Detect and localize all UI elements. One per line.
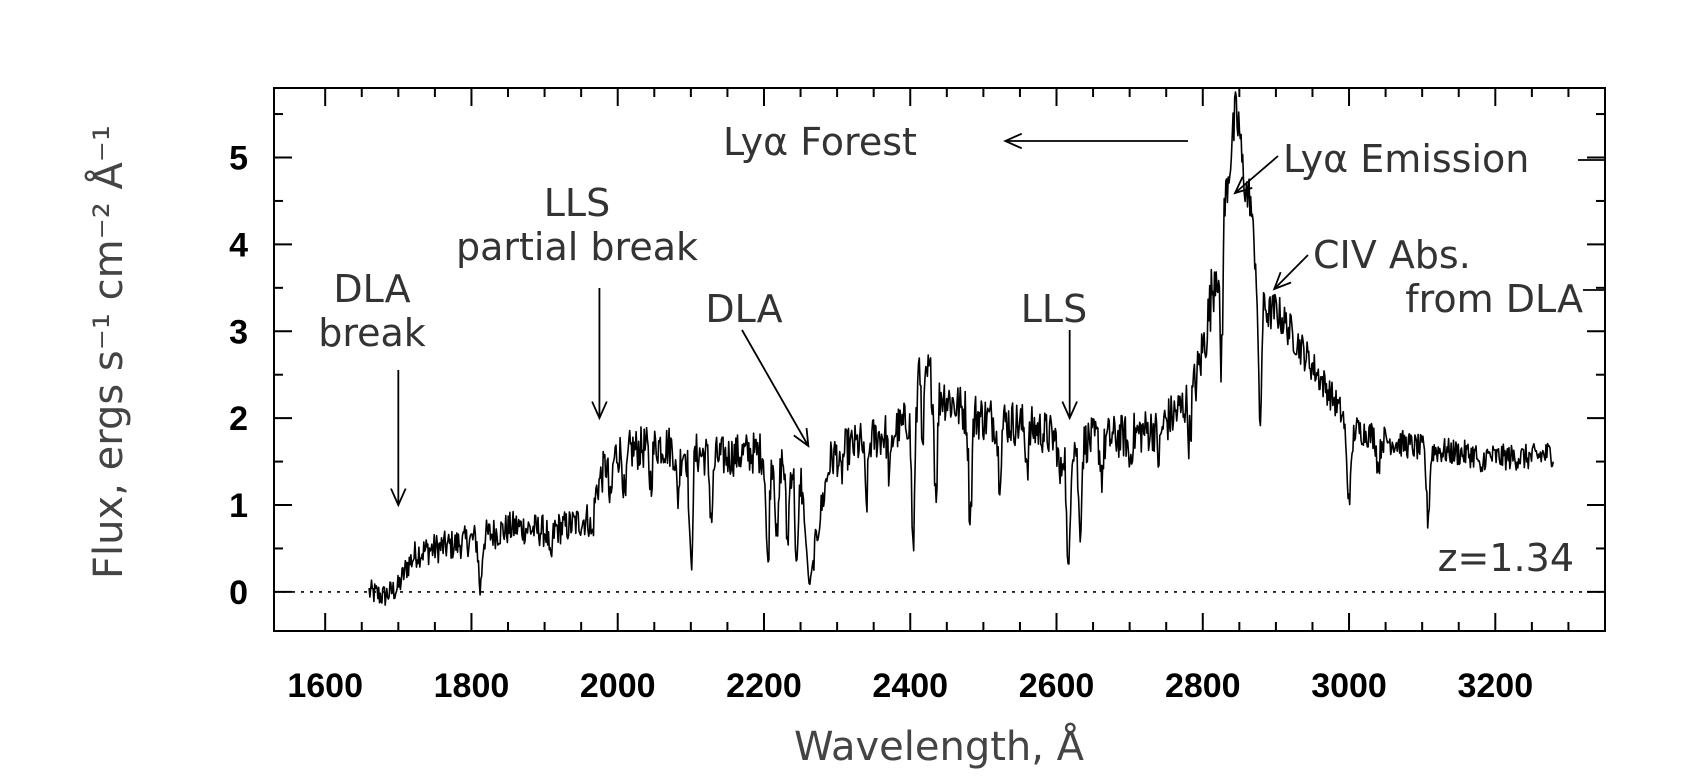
annotation-arrow [741, 329, 810, 447]
annotation-arrowhead [1003, 132, 1023, 150]
y-tick-label: 4 [229, 226, 248, 264]
annotation-dla: DLA [705, 287, 782, 331]
x-tick-label: 2800 [1165, 667, 1241, 705]
annotation-redshift: z=1.34 [1438, 536, 1574, 580]
annotation-lls-partial-break-line1: LLS [544, 181, 610, 225]
x-tick-label: 1800 [434, 667, 510, 705]
annotation-arrowhead [390, 488, 407, 508]
x-tick-label: 1600 [287, 667, 363, 705]
x-tick-label: 2400 [872, 667, 948, 705]
x-tick-label: 2000 [580, 667, 656, 705]
annotation-lya-forest: Lyα Forest [723, 120, 917, 164]
annotation-arrow [1273, 254, 1309, 290]
x-tick-label: 2600 [1019, 667, 1095, 705]
annotation-civ-line1: CIV Abs. [1313, 233, 1471, 277]
annotation-arrowhead [1233, 176, 1253, 195]
y-axis-title: Flux, ergs s⁻¹ cm⁻² Å⁻¹ [84, 125, 132, 579]
x-tick-label: 3200 [1457, 667, 1533, 705]
y-tick-labels: 0 1 2 3 4 5 [229, 140, 248, 612]
annotation-arrowhead [591, 401, 608, 421]
x-axis-title: Wavelength, Å [794, 722, 1085, 770]
y-tick-label: 2 [229, 400, 248, 438]
annotation-arrowhead [1061, 401, 1078, 421]
spectrum-series-line [368, 91, 1554, 606]
axis-ticks [274, 88, 1605, 631]
y-tick-label: 5 [229, 140, 248, 178]
annotation-lya-emission: Lyα Emission [1283, 137, 1529, 181]
annotation-dla-break-line1: DLA [333, 267, 410, 311]
annotation-arrows [390, 132, 1605, 508]
x-tick-label: 2200 [726, 667, 802, 705]
y-tick-label: 0 [229, 574, 248, 612]
plot-frame [273, 87, 1606, 632]
annotation-arrowhead [1272, 271, 1292, 291]
x-tick-labels: 1600 1800 2000 2200 2400 2600 2800 3000 3200 [287, 667, 1533, 705]
annotation-lls-partial-break-line2: partial break [456, 225, 698, 269]
annotation-civ-line2: from DLA [1405, 277, 1583, 321]
annotation-dla-break-line2: break [318, 311, 426, 355]
annotation-lls: LLS [1021, 287, 1087, 331]
y-tick-label: 3 [229, 313, 248, 351]
annotation-arrowhead [793, 427, 810, 448]
annotation-arrow [1234, 155, 1279, 194]
y-tick-label: 1 [229, 487, 248, 525]
x-tick-label: 3000 [1311, 667, 1387, 705]
